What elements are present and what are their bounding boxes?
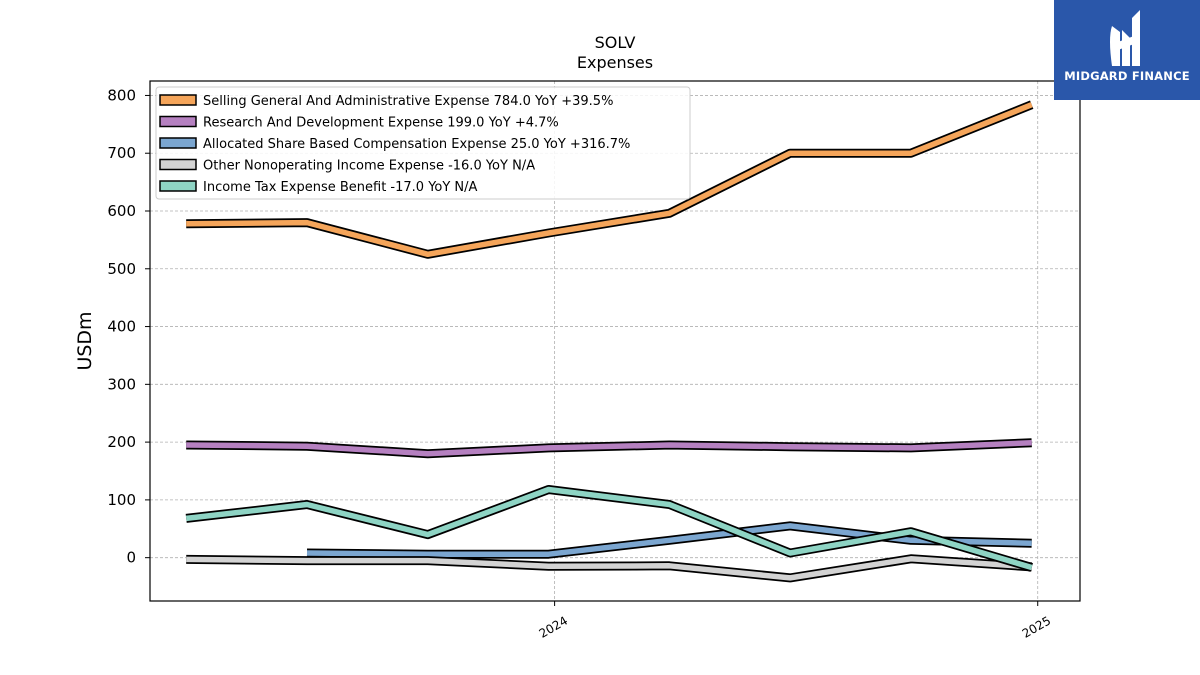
legend-item-label: Income Tax Expense Benefit -17.0 YoY N/A [203, 180, 478, 195]
legend-swatch [159, 180, 197, 192]
series-lines [185, 100, 1034, 583]
y-tick-label: 800 [107, 86, 136, 104]
series-line [306, 523, 1032, 557]
plot-frame [149, 80, 1081, 602]
logo-text: MIDGARD FINANCE [1064, 69, 1190, 83]
legend-swatch [159, 115, 197, 128]
chart-title: SOLV [595, 33, 636, 52]
y-tick-label: 500 [107, 260, 136, 278]
x-tick-label: 2025 [1020, 613, 1053, 640]
y-tick-label: 400 [107, 318, 136, 336]
series-line [186, 102, 1033, 258]
legend-swatch [159, 94, 197, 106]
x-tick-label: 2024 [537, 613, 570, 640]
brand-logo: MIDGARD FINANCE [1054, 0, 1200, 100]
legend-item-label: Allocated Share Based Compensation Expen… [203, 137, 630, 152]
legend-item-label: Research And Development Expense 199.0 Y… [203, 116, 559, 131]
y-tick-label: 200 [107, 433, 136, 451]
y-tick-label: 100 [107, 491, 136, 509]
y-tick-label: 700 [107, 144, 136, 162]
legend-item-label: Selling General And Administrative Expen… [203, 94, 613, 109]
logo-mark-icon [1110, 10, 1140, 66]
legend-item-label: Other Nonoperating Income Expense -16.0 … [203, 159, 535, 174]
series-line [186, 439, 1032, 457]
y-tick-label: 600 [107, 202, 136, 220]
legend-swatch [159, 158, 197, 171]
series-line [185, 486, 1033, 571]
legend-box [155, 86, 691, 200]
x-axis-ticks: 2024 2025 [537, 601, 1053, 641]
legend: Selling General And Administrative Expen… [155, 86, 691, 200]
y-tick-label: 0 [126, 549, 136, 567]
chart-subtitle: Expenses [577, 53, 653, 72]
legend-swatch [159, 137, 197, 149]
series-line [186, 556, 1032, 581]
y-tick-label: 300 [107, 375, 136, 393]
y-axis-ticks: 0 100 200 300 400 500 600 700 800 [107, 86, 150, 567]
y-axis-label: USDm [74, 311, 96, 370]
